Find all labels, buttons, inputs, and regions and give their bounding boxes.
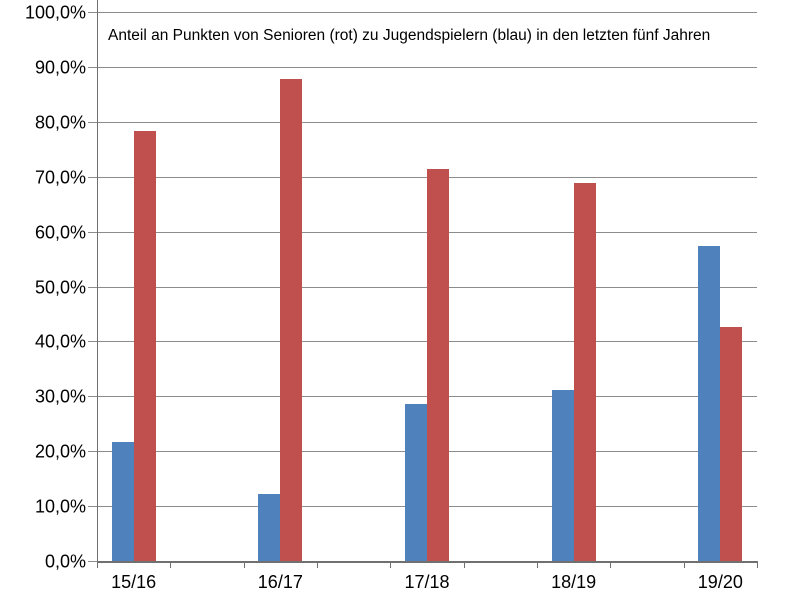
bar-senioren-17/18: [427, 169, 449, 561]
x-axis-label: 18/19: [551, 572, 597, 592]
x-axis-label: 17/18: [404, 572, 450, 592]
x-axis-label: 19/20: [697, 572, 743, 592]
y-gridline: [97, 66, 757, 68]
x-axis-tick: [390, 561, 392, 568]
bar-senioren-16/17: [280, 78, 303, 561]
y-axis-label: 40,0%: [34, 331, 86, 352]
y-axis-label: 60,0%: [34, 222, 86, 243]
y-axis-tick: [88, 231, 97, 233]
chart-title: Anteil an Punkten von Senioren (rot) zu …: [108, 27, 711, 44]
y-gridline: [97, 121, 757, 123]
x-axis-tick: [317, 561, 318, 568]
x-axis-tick: [243, 561, 245, 568]
x-axis-tick: [683, 561, 685, 568]
bar-jugendspieler-18/19: [551, 390, 574, 561]
bar-senioren-15/16: [133, 131, 156, 561]
y-axis-label: 80,0%: [34, 112, 86, 133]
y-axis-tick: [88, 66, 97, 68]
bar-senioren-19/20: [720, 327, 743, 561]
y-axis-tick: [88, 286, 97, 288]
y-axis-label: 100,0%: [24, 2, 86, 23]
x-axis-tick: [97, 561, 98, 568]
y-axis-label: 10,0%: [34, 496, 86, 517]
x-axis: [97, 561, 758, 563]
y-axis-label: 70,0%: [34, 167, 86, 188]
y-axis-label: 20,0%: [34, 441, 86, 462]
y-axis-tick: [88, 12, 97, 13]
y-axis: [97, 0, 98, 561]
y-axis-tick: [88, 176, 97, 178]
x-axis-label: 15/16: [111, 572, 157, 592]
y-axis-label: 0,0%: [44, 551, 86, 572]
bar-jugendspieler-17/18: [405, 403, 427, 561]
x-axis-tick: [610, 561, 612, 568]
y-gridline: [97, 12, 757, 13]
y-axis-label: 30,0%: [34, 386, 86, 407]
x-axis-tick: [463, 561, 465, 568]
x-axis-label: 16/17: [257, 572, 303, 592]
y-axis-tick: [88, 506, 97, 508]
x-axis-tick: [757, 561, 758, 568]
y-axis-label: 90,0%: [34, 57, 86, 78]
bar-jugendspieler-15/16: [111, 441, 134, 561]
y-axis-tick: [88, 396, 97, 398]
y-axis-label: 50,0%: [34, 277, 86, 297]
bar-jugendspieler-19/20: [698, 245, 721, 561]
y-axis-tick: [88, 451, 97, 453]
y-axis-tick: [88, 561, 97, 562]
x-axis-tick: [170, 561, 172, 568]
x-axis-tick: [537, 561, 538, 568]
y-axis-tick: [88, 121, 97, 123]
bar-jugendspieler-16/17: [258, 494, 281, 561]
y-axis-tick: [88, 341, 97, 343]
bar-senioren-18/19: [573, 182, 596, 561]
